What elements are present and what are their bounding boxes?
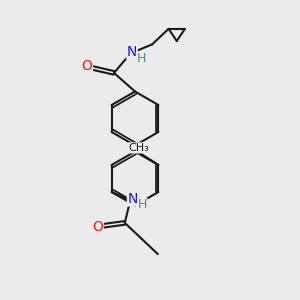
Text: O: O	[82, 59, 92, 73]
Text: CH₃: CH₃	[128, 143, 149, 153]
Text: O: O	[92, 220, 103, 234]
Text: N: N	[127, 45, 137, 59]
Text: N: N	[128, 192, 138, 206]
Text: H: H	[137, 198, 147, 212]
Text: H: H	[136, 52, 146, 65]
